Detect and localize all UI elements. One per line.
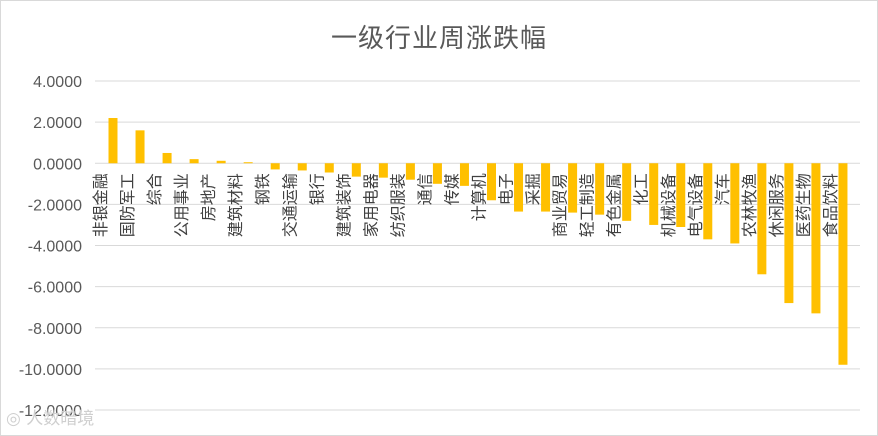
y-tick-label: -12.0000 [19,403,82,420]
chart-title: 一级行业周涨跌幅 [330,24,547,54]
bar [595,163,605,215]
category-label: 建筑装饰 [334,173,353,237]
category-label: 机械设备 [659,173,678,237]
bar [432,163,442,184]
bars [108,118,848,365]
bar [459,163,469,186]
bar [189,159,199,164]
category-label: 房地产 [199,173,218,221]
category-label: 交通运输 [280,173,299,237]
bar [405,163,415,180]
y-axis-ticks: 4.0000 2.0000 0.0000 -2.0000 -4.0000 -6.0000 -… [19,74,82,420]
category-label: 电气设备 [686,173,705,237]
category-label: 公用事业 [172,173,191,237]
bar [811,163,821,314]
bar [568,163,578,213]
y-tick-label: 2.0000 [33,115,82,132]
gridlines [95,80,860,411]
category-labels: 非银金融 国防军工 综合 公用事业 房地产 建筑材料 钢铁 交通运输 银行 建筑装饰 家用电器 纺织服… [91,173,840,237]
watermark: ◎ 人数暗境 [6,404,94,429]
category-label: 建筑材料 [226,173,245,237]
category-label: 食品饮料 [821,173,840,237]
y-tick-label: 4.0000 [33,74,82,91]
watermark-text: 人数暗境 [26,409,95,429]
category-label: 汽车 [713,173,732,205]
category-label: 农林牧渔 [740,173,759,237]
bar [649,163,659,225]
bar [378,163,388,178]
category-label: 非银金融 [91,173,110,237]
category-label: 家用电器 [361,173,380,237]
y-tick-label: -10.0000 [19,362,82,379]
bar [757,163,767,275]
category-label: 综合 [145,173,164,205]
bar [838,163,848,365]
category-label: 通信 [415,173,434,205]
category-label: 银行 [307,173,326,205]
category-label: 休闲服务 [767,173,786,237]
bar [730,163,740,244]
bar [622,163,632,221]
bar [324,163,334,173]
bar [784,163,794,304]
bar [243,162,253,164]
category-label: 电子 [497,173,516,205]
y-tick-label: -6.0000 [28,280,82,297]
category-label: 国防军工 [118,173,137,237]
bar [270,163,280,170]
category-label: 商业贸易 [551,173,570,237]
bar [487,163,496,201]
category-label: 纺织服装 [388,173,407,237]
category-label: 钢铁 [253,173,272,205]
bar [162,152,172,164]
category-label: 轻工制造 [578,173,597,237]
bar [297,163,307,171]
category-label: 有色金属 [605,173,624,237]
y-tick-label: 0.0000 [33,156,82,173]
bar [135,130,145,164]
bar [676,163,686,227]
bar [703,163,713,240]
category-label: 计算机 [470,173,489,221]
bar [514,163,524,212]
watermark-icon: ◎ [6,409,21,429]
y-tick-label: -8.0000 [28,321,82,338]
bar [216,160,226,164]
y-tick-label: -4.0000 [28,239,82,256]
category-label: 采掘 [524,173,543,205]
bar [351,163,361,177]
bar [108,118,118,164]
category-label: 传媒 [442,173,461,205]
y-tick-label: -2.0000 [28,197,82,214]
category-label: 医药生物 [794,173,813,237]
category-label: 化工 [632,173,651,205]
bar [541,163,551,212]
